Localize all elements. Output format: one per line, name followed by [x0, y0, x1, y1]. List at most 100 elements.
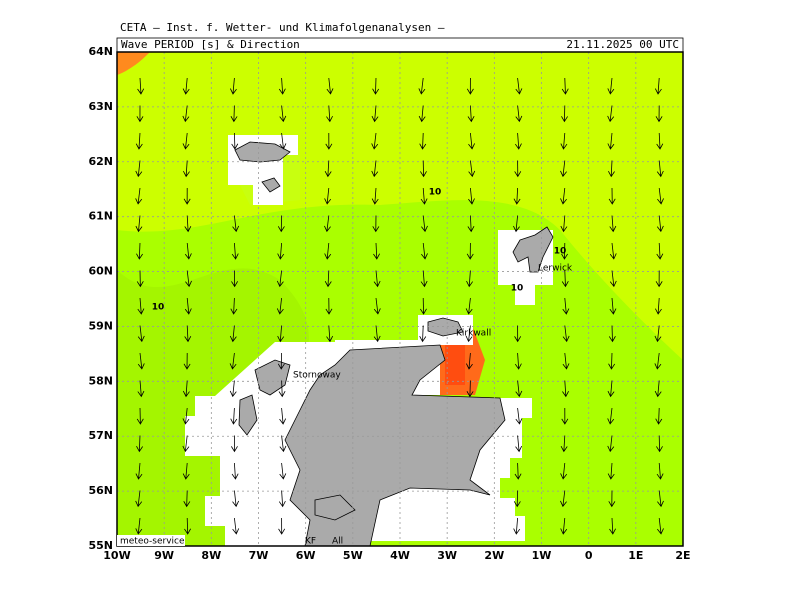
wave-arrow	[326, 325, 334, 343]
wave-arrow	[183, 490, 191, 508]
wave-arrow	[137, 325, 145, 343]
wave-arrow	[607, 462, 615, 480]
wave-arrow	[229, 352, 237, 370]
lon-label: 2W	[484, 549, 504, 562]
wave-arrow	[279, 462, 287, 480]
land-islands	[238, 359, 356, 521]
wave-arrow	[231, 132, 239, 150]
place-label: Lerwick	[538, 264, 573, 274]
wave-arrow	[515, 77, 523, 95]
lat-label: 59N	[88, 319, 113, 332]
lon-label: 6W	[296, 549, 316, 562]
wave-arrow	[515, 380, 523, 398]
wave-arrow	[656, 132, 664, 150]
land-orkney	[427, 317, 464, 337]
wave-arrow	[325, 132, 333, 150]
wave-arrow	[656, 215, 664, 233]
wave-arrow	[371, 187, 379, 205]
wave-arrow	[135, 160, 143, 178]
wave-arrow	[278, 77, 286, 95]
wave-arrow	[468, 160, 476, 178]
wave-arrow	[560, 160, 567, 178]
wave-arrow	[324, 187, 332, 205]
wave-arrow	[135, 215, 143, 233]
wave-arrow	[231, 435, 238, 453]
wave-arrow	[607, 132, 615, 150]
wave-arrow	[607, 77, 615, 95]
wave-arrow	[276, 270, 284, 288]
wave-arrow	[657, 187, 664, 205]
place-label: Kirkwall	[456, 329, 491, 339]
wave-arrow	[657, 517, 664, 535]
wave-arrow	[420, 270, 428, 288]
wave-arrow	[137, 77, 145, 95]
land-shetland	[512, 226, 554, 273]
wave-arrow	[466, 270, 473, 288]
map-title: Wave PERIOD [s] & Direction	[121, 38, 300, 51]
wave-arrow	[418, 105, 426, 123]
wave-arrow	[654, 77, 662, 95]
wave-arrow	[607, 435, 615, 453]
wave-arrow	[136, 435, 143, 453]
wave-arrow	[136, 105, 144, 123]
lon-label: 4W	[390, 549, 410, 562]
wave-arrow	[513, 490, 521, 508]
wave-arrow	[324, 160, 332, 178]
wave-arrow	[654, 352, 662, 370]
wave-arrow	[609, 297, 617, 315]
wave-arrow	[137, 352, 145, 370]
wave-arrow	[230, 105, 238, 123]
wave-arrow	[608, 490, 616, 508]
wave-arrow	[326, 77, 334, 95]
wave-arrow	[560, 517, 568, 535]
wave-arrow	[654, 325, 662, 343]
footer-box	[117, 535, 185, 546]
wave-arrow	[373, 325, 381, 343]
wave-arrow	[136, 242, 143, 260]
lat-label: 64N	[88, 45, 113, 58]
lat-label: 58N	[88, 374, 113, 387]
wave-arrow	[607, 380, 615, 398]
wave-arrow	[182, 77, 190, 95]
lon-label: 1E	[628, 549, 643, 562]
wave-arrow	[371, 105, 379, 123]
wave-arrow	[467, 215, 475, 233]
wave-arrow	[137, 297, 145, 315]
wave-arrow	[514, 352, 522, 370]
wave-arrow	[324, 242, 332, 260]
wave-arrow	[326, 105, 333, 123]
lon-label: 0	[585, 549, 593, 562]
wave-arrow	[185, 270, 192, 288]
wave-arrow	[420, 160, 427, 178]
wave-arrow	[560, 435, 568, 453]
wave-arrow	[372, 77, 380, 95]
wave-arrow	[182, 132, 190, 150]
wave-arrow	[467, 105, 475, 123]
wave-arrow	[607, 407, 615, 425]
lat-label: 60N	[88, 265, 113, 278]
wave-arrow	[656, 462, 664, 480]
land-faroes	[234, 141, 291, 193]
wave-arrow	[655, 297, 662, 315]
wave-arrow	[325, 297, 333, 315]
lat-label: 61N	[88, 210, 113, 223]
wave-arrow	[137, 380, 145, 398]
wave-arrow	[183, 352, 191, 370]
wave-arrow	[418, 77, 426, 95]
wave-arrow	[420, 187, 428, 205]
lon-label: 1W	[532, 549, 552, 562]
wave-arrow	[182, 462, 190, 480]
lat-label: 63N	[88, 100, 113, 113]
wave-arrow	[465, 297, 473, 315]
wave-arrow	[655, 270, 663, 288]
wave-arrow	[371, 160, 379, 178]
contour-label: 10	[152, 303, 165, 313]
wave-arrow	[279, 435, 287, 453]
wave-arrow	[561, 242, 568, 260]
wave-arrow	[184, 325, 192, 343]
wave-arrow	[184, 517, 191, 535]
wave-arrow	[609, 215, 617, 233]
wave-arrow	[184, 242, 192, 260]
header-institute: CETA — Inst. f. Wetter- und Klimafolgena…	[120, 21, 445, 34]
